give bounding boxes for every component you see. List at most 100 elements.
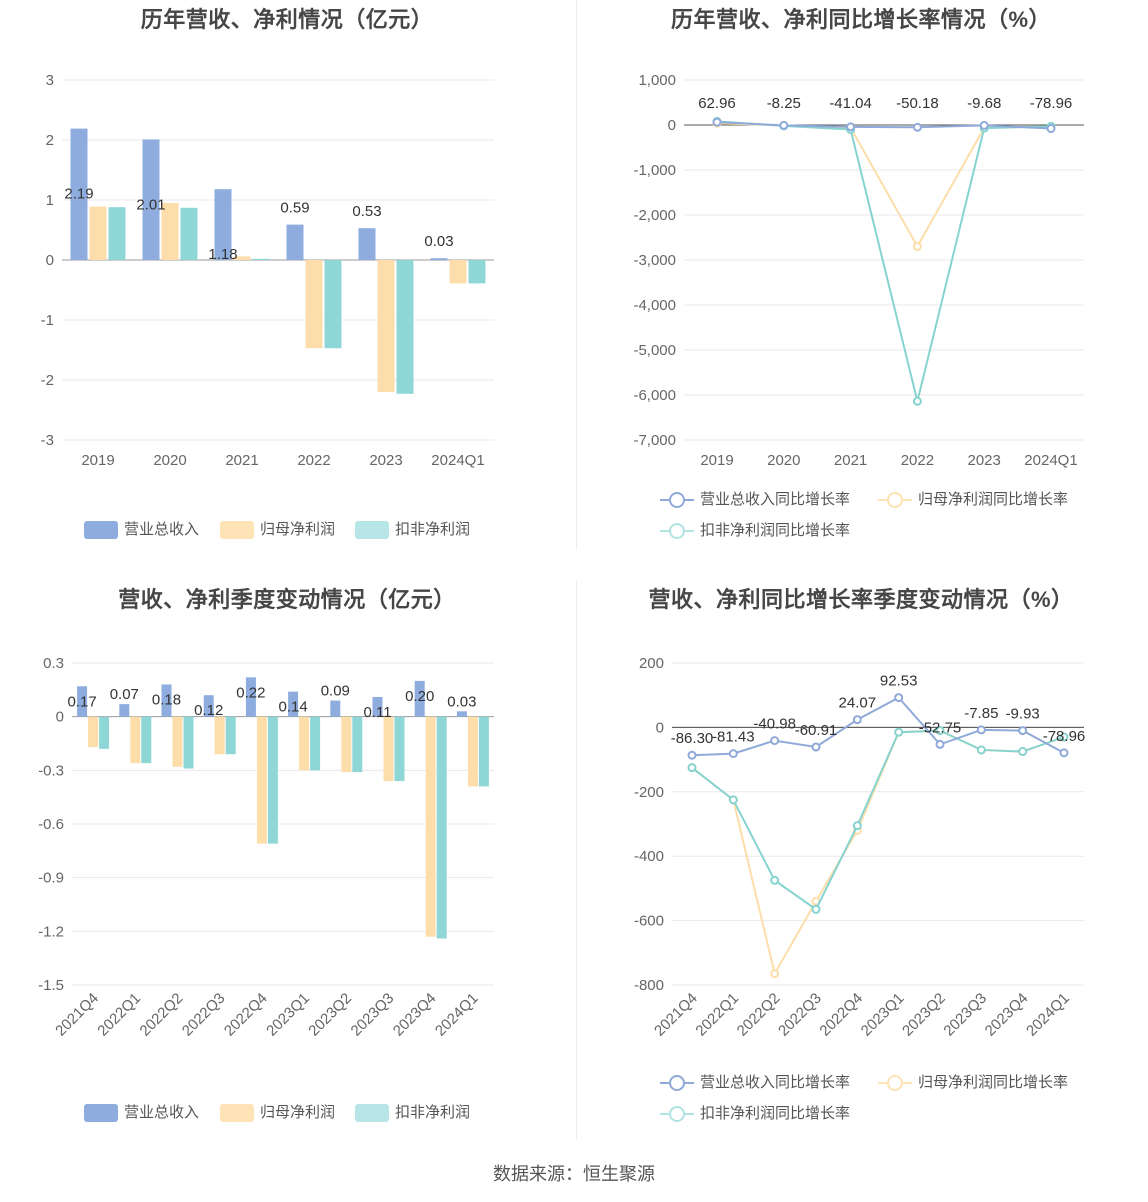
bar-net-profit: [341, 716, 352, 773]
data-label: 0.03: [424, 233, 453, 250]
legend-item-revenue-growth[interactable]: 营业总收入同比增长率: [660, 1071, 850, 1092]
annual-bar-chart: 3 2 1 0 -1 -2 -3 2.19 2.01 1.18 0.59 0.53 0.03 2019 20…: [41, 72, 494, 469]
data-label: -78.96: [1030, 95, 1073, 112]
y-tick-label: -2,000: [633, 207, 676, 224]
x-tick-label: 2023Q1: [858, 990, 908, 1040]
data-label: 0.07: [110, 686, 139, 703]
deducted-growth-point: [1059, 732, 1069, 742]
data-label: 62.96: [698, 95, 736, 112]
bar-deducted-profit: [324, 260, 342, 349]
y-tick-label: -3: [41, 432, 54, 449]
revenue-growth-point: [811, 742, 821, 752]
y-tick-label: -1,000: [633, 162, 676, 179]
x-tick-label: 2022Q2: [137, 990, 187, 1040]
legend-swatch: [220, 521, 254, 540]
x-tick-label: 2022Q4: [221, 990, 271, 1040]
x-tick-label: 2023Q1: [263, 990, 313, 1040]
deducted-growth-point: [728, 795, 738, 805]
x-tick-label: 2021Q4: [52, 990, 102, 1040]
legend-item-deducted[interactable]: 扣非净利润: [355, 1101, 471, 1123]
y-tick-label: -0.3: [38, 762, 64, 779]
deducted-growth-line: [716, 120, 1052, 402]
x-tick-label: 2024Q1: [431, 452, 484, 469]
legend-item-net-growth[interactable]: 归母净利润同比增长率: [878, 1071, 1068, 1092]
x-tick-label: 2022Q4: [816, 990, 866, 1040]
legend-label: 扣非净利润同比增长率: [700, 1105, 851, 1122]
revenue-growth-point: [894, 693, 904, 703]
legend-item-deducted-growth[interactable]: 扣非净利润同比增长率: [660, 1102, 850, 1123]
data-label: 2.01: [136, 196, 165, 213]
data-label: -9.93: [1006, 706, 1040, 723]
deducted-growth-point: [894, 727, 904, 737]
bar-deducted-profit: [99, 716, 110, 749]
data-label: 92.53: [880, 673, 918, 690]
legend-item-net-growth[interactable]: 归母净利润同比增长率: [878, 488, 1068, 509]
x-tick-label: 2024Q1: [432, 990, 482, 1040]
deducted-growth-point: [1018, 747, 1028, 757]
bar-revenue: [119, 704, 130, 717]
legend-label: 营业总收入: [124, 521, 200, 538]
legend-swatch: [355, 521, 389, 540]
bar-deducted-profit: [352, 716, 363, 773]
bar-net-profit: [467, 716, 478, 787]
y-tick-label: 3: [46, 72, 54, 89]
legend-marker: [660, 522, 694, 540]
data-label: 24.07: [839, 695, 877, 712]
revenue-growth-point: [1046, 124, 1056, 134]
legend-label: 归母净利润: [260, 521, 336, 538]
net-growth-point: [770, 969, 780, 979]
y-tick-label: 0: [656, 719, 664, 736]
legend-label: 扣非净利润: [395, 1104, 471, 1121]
revenue-growth-point: [728, 749, 738, 759]
data-label: 0.18: [152, 691, 181, 708]
bar-deducted-profit: [396, 260, 414, 394]
y-tick-label: 1: [46, 192, 54, 209]
bar-net-profit: [233, 256, 251, 260]
x-tick-label: 2023Q3: [348, 990, 398, 1040]
y-tick-label: -6,000: [633, 387, 676, 404]
x-tick-label: 2022Q1: [94, 990, 144, 1040]
bar-deducted-profit: [252, 258, 270, 260]
bar-net-profit: [214, 716, 225, 755]
deducted-growth-point: [811, 904, 821, 914]
x-tick-label: 2023Q2: [899, 990, 949, 1040]
x-tick-label: 2022Q3: [179, 990, 229, 1040]
y-tick-label: -0.9: [38, 870, 64, 887]
legend-item-net[interactable]: 归母净利润: [220, 1101, 335, 1123]
legend-item-revenue[interactable]: 营业总收入: [84, 518, 200, 540]
data-label: 0.03: [447, 693, 476, 710]
bar-revenue: [330, 700, 341, 717]
data-label: 0.53: [352, 203, 381, 220]
y-tick-label: 0.3: [43, 655, 64, 672]
legend-item-revenue[interactable]: 营业总收入: [84, 1101, 199, 1123]
data-label: -41.04: [829, 95, 872, 112]
legend-item-deducted-growth[interactable]: 扣非净利润同比增长率: [660, 519, 850, 540]
data-source: 数据来源：恒生聚源: [493, 1164, 655, 1184]
y-tick-label: -600: [634, 913, 664, 930]
legend-label: 营业总收入同比增长率: [700, 491, 851, 508]
data-label: 0.17: [67, 693, 96, 710]
deducted-growth-point: [912, 396, 922, 406]
bar-net-profit: [449, 260, 467, 284]
legend-item-net[interactable]: 归母净利润: [220, 518, 336, 540]
y-tick-label: -1: [41, 312, 54, 329]
bar-revenue: [70, 128, 88, 260]
y-tick-label: -400: [634, 848, 664, 865]
bar-revenue: [77, 686, 88, 717]
x-tick-label: 2023Q4: [390, 990, 440, 1040]
legend-label: 归母净利润同比增长率: [918, 1074, 1069, 1091]
data-label: -7.85: [964, 705, 998, 722]
legend-item-deducted[interactable]: 扣非净利润: [355, 518, 470, 540]
legend-swatch: [220, 1104, 254, 1123]
bar-net-profit: [305, 260, 323, 349]
data-label: -78.96: [1043, 728, 1086, 745]
legend-item-revenue-growth[interactable]: 营业总收入同比增长率: [660, 488, 850, 509]
x-tick-label: 2022Q1: [692, 990, 742, 1040]
data-label: -40.98: [753, 716, 796, 733]
deducted-growth-point: [852, 821, 862, 831]
y-tick-label: -1.2: [38, 923, 64, 940]
x-tick-label: 2021: [834, 452, 867, 469]
bar-net-profit: [161, 203, 179, 260]
bar-deducted-profit: [183, 716, 194, 769]
bar-net-profit: [377, 260, 395, 392]
